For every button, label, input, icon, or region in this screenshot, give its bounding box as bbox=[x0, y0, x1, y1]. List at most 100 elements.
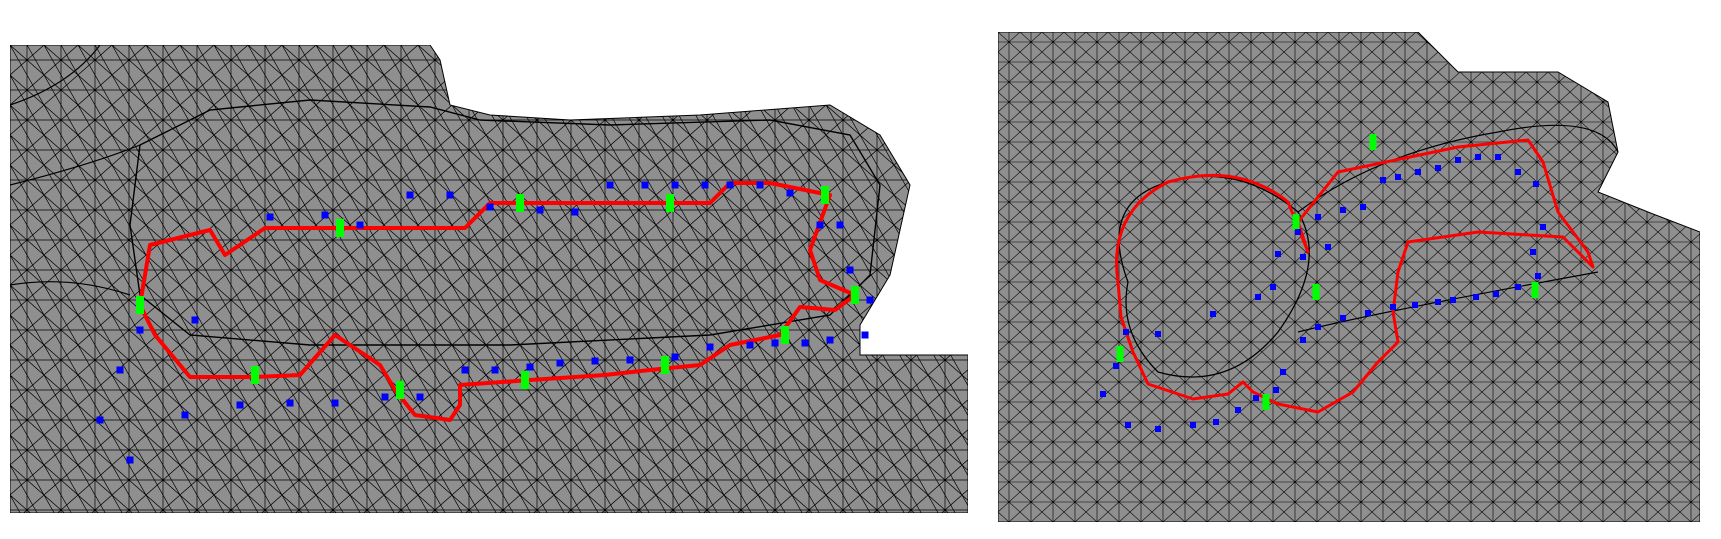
green-marker bbox=[666, 194, 674, 212]
blue-marker bbox=[1315, 214, 1321, 220]
blue-marker bbox=[116, 366, 124, 374]
blue-marker bbox=[1325, 244, 1331, 250]
green-marker bbox=[396, 381, 404, 399]
blue-marker bbox=[1340, 207, 1346, 213]
green-marker bbox=[1116, 346, 1124, 362]
blue-marker bbox=[486, 203, 494, 211]
cut-path-left bbox=[138, 181, 857, 422]
mesh-surface bbox=[10, 45, 968, 513]
blue-marker bbox=[461, 366, 469, 374]
blue-marker bbox=[286, 399, 294, 407]
blue-marker bbox=[1530, 249, 1536, 255]
blue-marker bbox=[1495, 154, 1501, 160]
blue-marker bbox=[1455, 157, 1461, 163]
blue-marker bbox=[126, 456, 134, 464]
blue-marker bbox=[1155, 331, 1161, 337]
blue-marker bbox=[671, 181, 679, 189]
blue-marker bbox=[746, 341, 754, 349]
blue-marker bbox=[1540, 224, 1546, 230]
blue-marker bbox=[826, 336, 834, 344]
green-marker bbox=[821, 186, 829, 204]
blue-markers-left bbox=[96, 181, 874, 464]
blue-marker bbox=[846, 266, 854, 274]
green-marker bbox=[336, 219, 344, 237]
blue-marker bbox=[1493, 291, 1499, 297]
blue-marker bbox=[1515, 284, 1521, 290]
green-marker bbox=[851, 286, 859, 304]
blue-marker bbox=[1533, 181, 1539, 187]
mesh-view-right bbox=[998, 32, 1700, 522]
blue-marker bbox=[606, 181, 614, 189]
blue-marker bbox=[1113, 363, 1119, 369]
green-marker bbox=[1312, 284, 1320, 300]
blue-marker bbox=[526, 363, 534, 371]
blue-marker bbox=[1100, 391, 1106, 397]
blue-marker bbox=[756, 181, 764, 189]
blue-marker bbox=[556, 359, 564, 367]
blue-marker bbox=[446, 191, 454, 199]
blue-marker bbox=[491, 366, 499, 374]
blue-marker bbox=[816, 221, 824, 229]
green-marker bbox=[781, 326, 789, 344]
blue-marker bbox=[191, 316, 199, 324]
green-marker bbox=[1262, 394, 1270, 410]
mesh-render-left bbox=[10, 45, 968, 513]
mesh-dome-outline bbox=[1118, 175, 1310, 378]
blue-marker bbox=[726, 181, 734, 189]
blue-marker bbox=[1190, 422, 1196, 428]
cut-path-right bbox=[1115, 138, 1595, 414]
mesh-ridge-outline bbox=[129, 99, 881, 346]
blue-marker bbox=[1395, 174, 1401, 180]
blue-marker bbox=[266, 213, 274, 221]
blue-marker bbox=[1473, 294, 1479, 300]
blue-marker bbox=[1315, 324, 1321, 330]
blue-marker bbox=[771, 339, 779, 347]
blue-marker bbox=[536, 206, 544, 214]
blue-marker bbox=[786, 189, 794, 197]
blue-marker bbox=[381, 393, 389, 401]
blue-marker bbox=[1515, 169, 1521, 175]
blue-marker bbox=[1300, 337, 1306, 343]
blue-marker bbox=[1213, 419, 1219, 425]
blue-marker bbox=[1125, 422, 1131, 428]
mesh-surface bbox=[998, 32, 1700, 522]
blue-marker bbox=[1255, 294, 1261, 300]
blue-marker bbox=[321, 211, 329, 219]
blue-marker bbox=[416, 393, 424, 401]
green-marker bbox=[1369, 134, 1377, 150]
blue-marker bbox=[1435, 165, 1441, 171]
blue-marker bbox=[1300, 254, 1306, 260]
blue-marker bbox=[861, 331, 869, 339]
blue-marker bbox=[1475, 154, 1481, 160]
blue-marker bbox=[866, 296, 874, 304]
blue-marker bbox=[701, 181, 709, 189]
blue-marker bbox=[671, 353, 679, 361]
blue-marker bbox=[181, 411, 189, 419]
blue-marker bbox=[1412, 302, 1418, 308]
blue-marker bbox=[1275, 251, 1281, 257]
green-marker bbox=[521, 371, 529, 389]
blue-marker bbox=[1123, 329, 1129, 335]
blue-marker bbox=[836, 221, 844, 229]
blue-marker bbox=[1210, 311, 1216, 317]
green-marker bbox=[1292, 214, 1300, 230]
blue-marker bbox=[1270, 284, 1276, 290]
blue-marker bbox=[801, 339, 809, 347]
blue-marker bbox=[1280, 369, 1286, 375]
mesh-render-right bbox=[998, 32, 1700, 522]
blue-marker bbox=[641, 181, 649, 189]
green-marker bbox=[661, 356, 669, 374]
blue-markers-right bbox=[1100, 154, 1546, 432]
green-markers-left bbox=[136, 186, 859, 399]
blue-marker bbox=[1390, 304, 1396, 310]
blue-marker bbox=[96, 416, 104, 424]
blue-marker bbox=[1415, 169, 1421, 175]
blue-marker bbox=[626, 356, 634, 364]
blue-marker bbox=[591, 357, 599, 365]
blue-marker bbox=[571, 208, 579, 216]
blue-marker bbox=[1380, 177, 1386, 183]
blue-marker bbox=[706, 343, 714, 351]
green-marker bbox=[1531, 282, 1539, 298]
green-marker bbox=[516, 194, 524, 212]
blue-marker bbox=[1450, 297, 1456, 303]
